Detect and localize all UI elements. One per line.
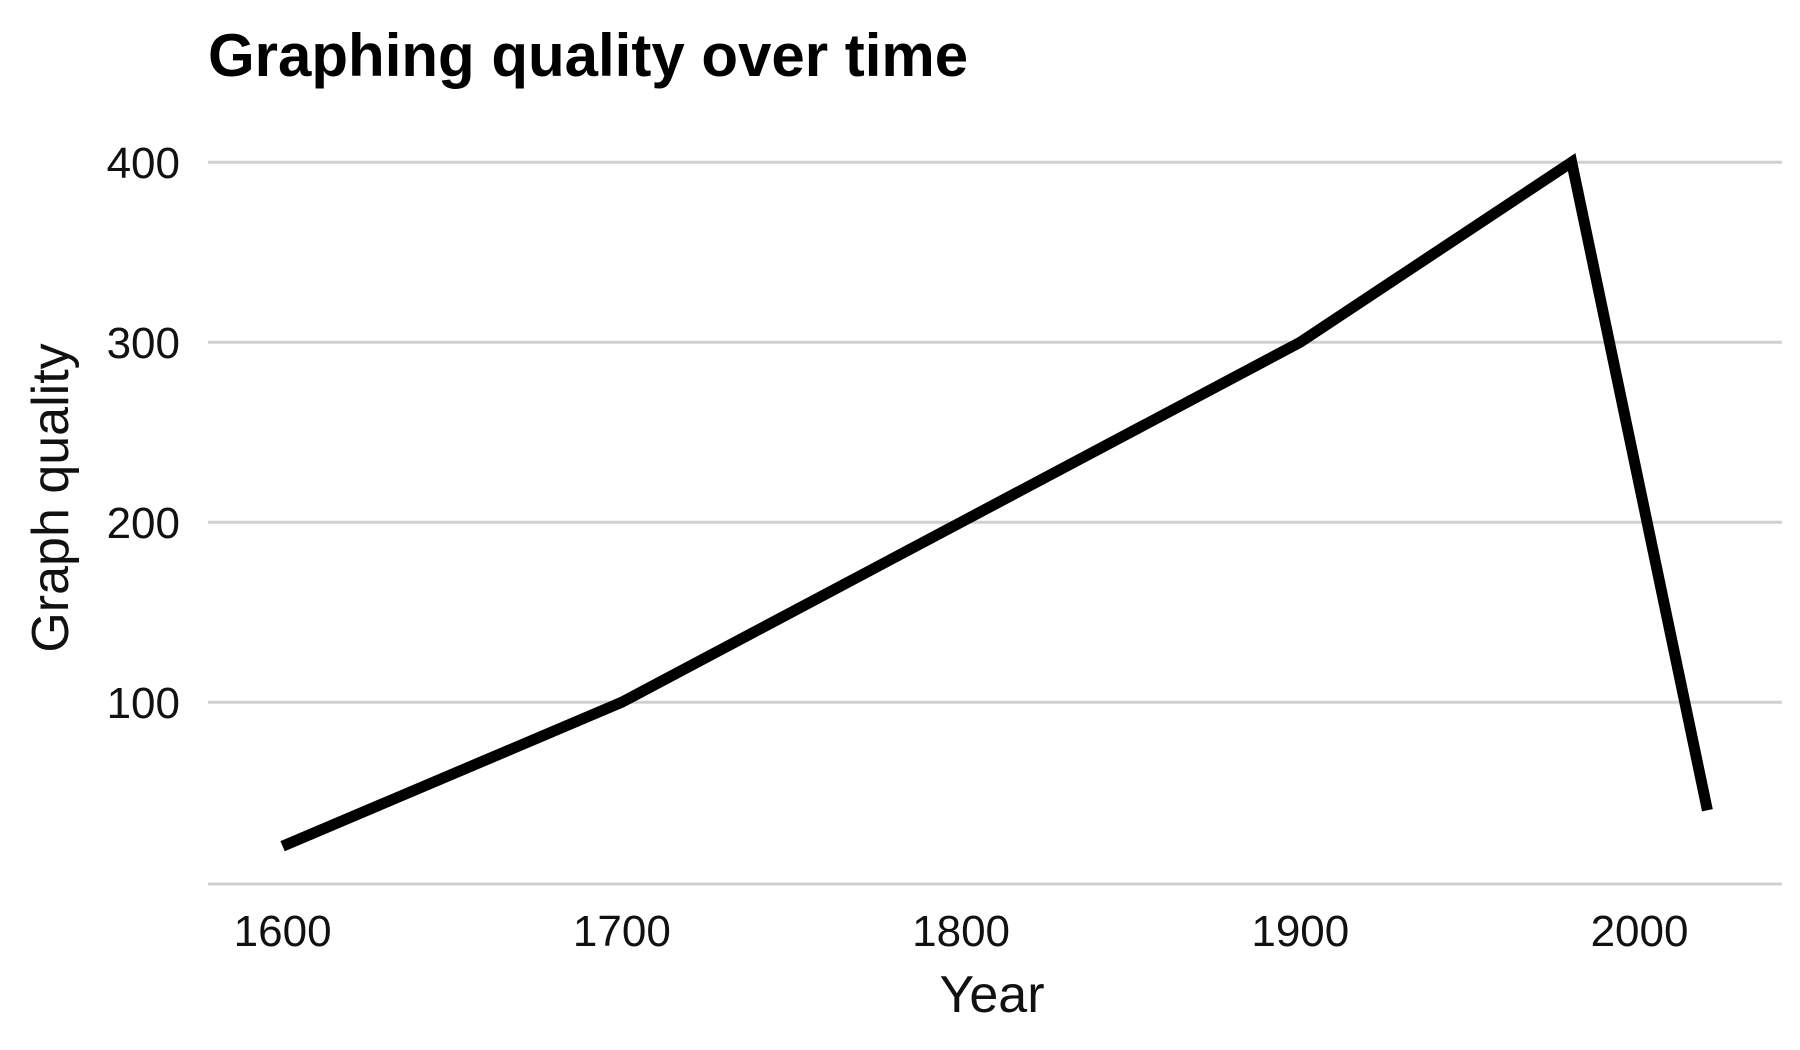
- x-axis-title: Year: [939, 966, 1044, 1024]
- chart-title: Graphing quality over time: [208, 22, 968, 89]
- x-tick-label: 1800: [912, 907, 1010, 956]
- y-axis-title: Graph quality: [22, 343, 80, 652]
- x-tick-label: 1600: [234, 907, 332, 956]
- gridlines: [208, 160, 1782, 704]
- x-tick-label: 2000: [1591, 907, 1689, 956]
- y-axis-ticks: 100 200 300 400: [107, 139, 180, 728]
- y-tick-label: 400: [107, 139, 180, 188]
- x-tick-label: 1900: [1251, 907, 1349, 956]
- y-tick-label: 200: [107, 499, 180, 548]
- x-axis-ticks: 1600 1700 1800 1900 2000: [234, 907, 1689, 956]
- x-tick-label: 1700: [573, 907, 671, 956]
- series-line-0: [280, 153, 1713, 852]
- y-tick-label: 100: [107, 679, 180, 728]
- series-layer: [280, 153, 1713, 852]
- y-tick-label: 300: [107, 319, 180, 368]
